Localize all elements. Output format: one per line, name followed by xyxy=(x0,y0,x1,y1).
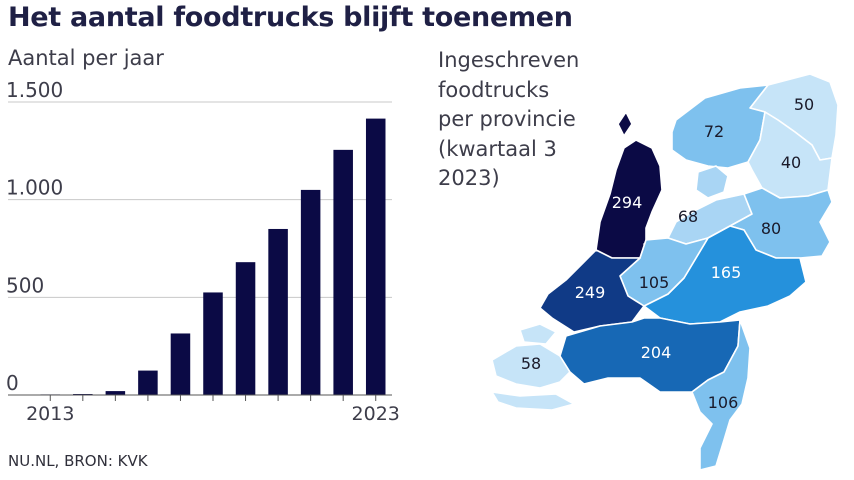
source-note: NU.NL, BRON: KVK xyxy=(8,452,148,470)
bar-2020 xyxy=(268,228,288,395)
value-label-noord-holland: 294 xyxy=(612,193,643,212)
value-label-overijssel: 80 xyxy=(761,219,781,238)
bar-2023 xyxy=(365,118,386,395)
map-title-line: 2023) xyxy=(438,166,500,190)
map-title-line: foodtrucks xyxy=(438,77,550,102)
map-title-line: per provincie xyxy=(438,107,576,131)
map-title: Ingeschreven foodtrucks per provincie (k… xyxy=(438,46,613,194)
region-noord-holland xyxy=(595,111,669,259)
value-label-zuid-holland: 249 xyxy=(575,283,606,302)
value-label-utrecht: 105 xyxy=(639,273,670,292)
bar-2017 xyxy=(170,333,191,395)
chart-title: Het aantal foodtrucks blijft toenemen xyxy=(8,2,573,33)
bar-2019 xyxy=(235,262,256,395)
y-tick-label: 1.000 xyxy=(6,176,63,200)
bar-2016 xyxy=(138,370,158,395)
bar-2018 xyxy=(203,292,223,395)
map-title-line: Ingeschreven xyxy=(438,48,580,72)
region-limburg xyxy=(691,319,751,471)
value-label-drenthe: 40 xyxy=(781,153,801,172)
value-label-zeeland: 58 xyxy=(521,354,541,373)
region-zeeland xyxy=(491,323,575,411)
bar-chart-subtitle: Aantal per jaar xyxy=(8,46,164,70)
x-tick-label: 2023 xyxy=(352,403,400,425)
value-label-noord-brabant: 204 xyxy=(641,343,672,362)
value-label-groningen: 50 xyxy=(794,95,814,114)
x-tick-label: 2013 xyxy=(26,403,74,425)
bar-2021 xyxy=(300,189,321,395)
y-tick-label: 500 xyxy=(6,273,44,297)
province-map: 50 72 40 294 68 80 165 105 249 58 204 106 xyxy=(491,73,839,471)
bar-2015 xyxy=(105,391,126,395)
y-tick-label: 1.500 xyxy=(6,80,63,102)
map-title-line: (kwartaal 3 xyxy=(438,136,557,161)
value-label-flevoland: 68 xyxy=(678,207,698,226)
value-label-limburg: 106 xyxy=(708,393,739,412)
y-tick-label: 0 xyxy=(6,371,19,395)
value-label-gelderland: 165 xyxy=(711,263,742,282)
bar-2022 xyxy=(333,149,353,395)
bar-chart: 0 500 1.000 1.500 2013 2023 xyxy=(6,80,400,425)
value-label-friesland: 72 xyxy=(704,122,724,141)
